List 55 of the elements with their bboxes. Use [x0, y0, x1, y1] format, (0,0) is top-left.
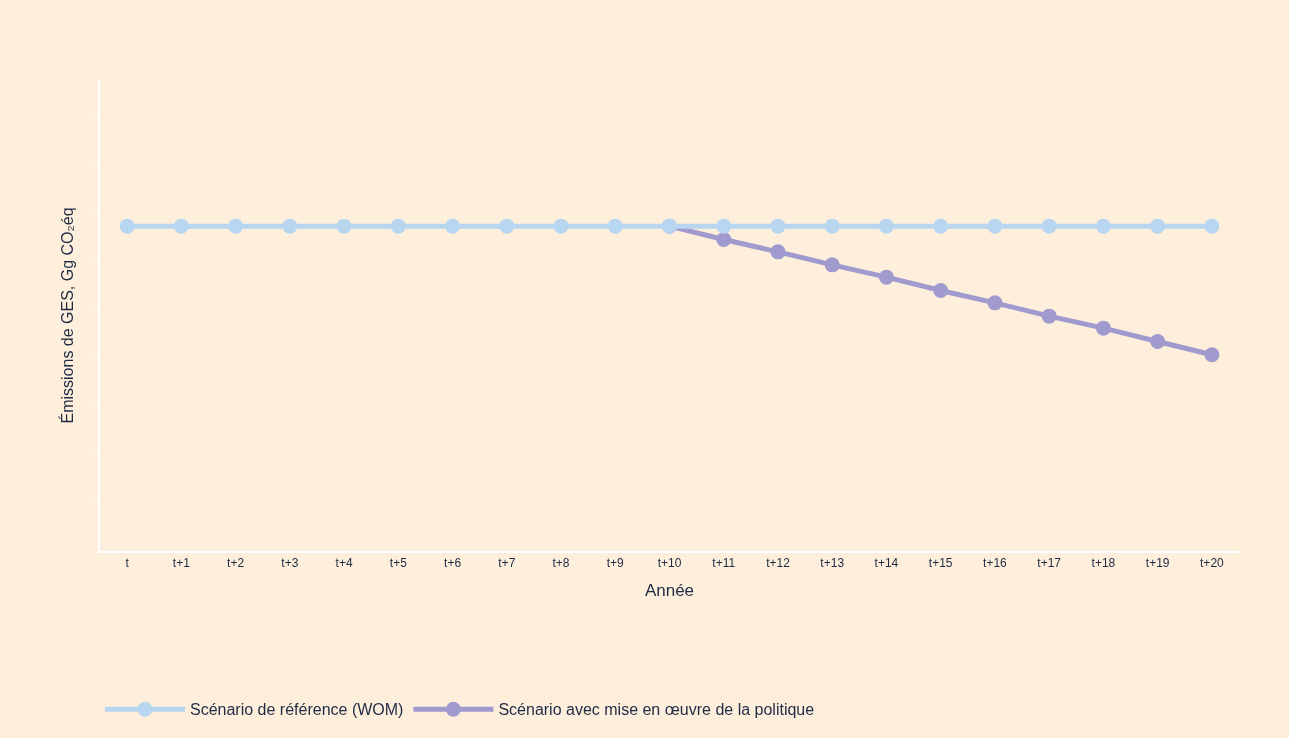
point — [987, 295, 1003, 311]
y-axis-title: Émissions de GES, Gg CO₂éq — [58, 207, 77, 424]
point — [336, 218, 352, 234]
point — [1150, 333, 1166, 349]
point — [1041, 218, 1057, 234]
x-tick-label: t+5 — [389, 556, 408, 571]
x-tick-label: t+17 — [1037, 556, 1062, 571]
x-tick-label: t+20 — [1200, 556, 1225, 571]
point — [119, 218, 135, 234]
point — [770, 218, 786, 234]
x-axis-title: Année — [644, 581, 695, 601]
x-tick-label: t+16 — [983, 556, 1008, 571]
x-tick-label: t+15 — [928, 556, 953, 571]
x-tick-label: t+3 — [281, 556, 299, 571]
point — [1095, 218, 1111, 234]
x-tick-label: t+13 — [820, 556, 845, 571]
point — [390, 218, 406, 234]
point — [445, 218, 461, 234]
point — [716, 231, 732, 247]
x-tick-label: t+10 — [657, 556, 682, 571]
point — [228, 218, 244, 234]
x-tick-label: t+1 — [172, 556, 191, 571]
point — [1150, 218, 1166, 234]
point — [499, 218, 515, 234]
point — [933, 282, 949, 298]
point — [878, 218, 894, 234]
point — [878, 269, 894, 285]
x-tick-label: t+14 — [874, 556, 899, 571]
point — [770, 244, 786, 260]
x-tick-label: t+19 — [1145, 556, 1170, 571]
point — [1095, 320, 1111, 336]
x-tick-label: t+4 — [335, 556, 353, 571]
point — [173, 218, 189, 234]
legend-label: Scénario de référence (WOM) — [190, 701, 404, 719]
point — [607, 218, 623, 234]
x-tick-label: t+11 — [712, 556, 736, 571]
legend-label: Scénario avec mise en œuvre de la politique — [498, 701, 815, 719]
x-tick-label: t+8 — [552, 556, 570, 571]
point — [824, 257, 840, 273]
x-tick-label: t — [125, 556, 130, 571]
x-tick-label: t+9 — [606, 556, 625, 571]
point — [716, 218, 732, 234]
x-tick-label: t+7 — [498, 556, 516, 571]
point — [824, 218, 840, 234]
point — [553, 218, 569, 234]
point — [1204, 347, 1220, 363]
point — [1041, 308, 1057, 324]
point — [282, 218, 298, 234]
x-tick-label: t+12 — [766, 556, 791, 571]
x-tick-label: t+2 — [227, 556, 245, 571]
point — [1204, 218, 1220, 234]
x-tick-label: t+6 — [444, 556, 462, 571]
x-tick-label: t+18 — [1091, 556, 1116, 571]
point — [933, 218, 949, 234]
point — [987, 218, 1003, 234]
